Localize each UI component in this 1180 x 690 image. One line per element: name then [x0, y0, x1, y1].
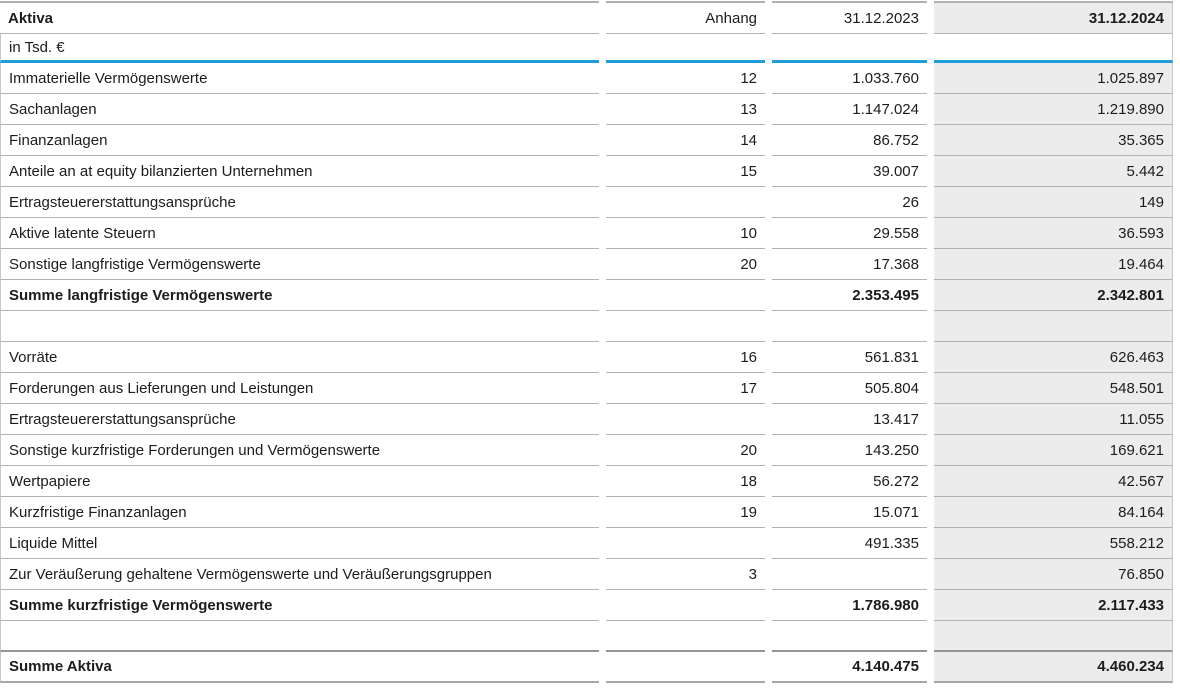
note-cell: 14 [606, 125, 765, 156]
empty-cell [606, 311, 765, 342]
note-cell: 19 [606, 497, 765, 528]
row-label: Anteile an at equity bilanzierten Untern… [0, 156, 599, 187]
curr-year-cell: 36.593 [934, 218, 1173, 249]
table-title: Aktiva [0, 1, 599, 34]
note-cell: 16 [606, 342, 765, 373]
curr-year-cell: 76.850 [934, 559, 1173, 590]
column-header-prev-year: 31.12.2023 [772, 1, 927, 34]
row-label: Immaterielle Vermögenswerte [0, 63, 599, 94]
row-label: Kurzfristige Finanzanlagen [0, 497, 599, 528]
note-cell: 12 [606, 63, 765, 94]
curr-year-cell: 626.463 [934, 342, 1173, 373]
curr-year-cell: 35.365 [934, 125, 1173, 156]
row-label: Summe kurzfristige Vermögenswerte [0, 590, 599, 621]
prev-year-cell: 29.558 [772, 218, 927, 249]
curr-year-cell: 149 [934, 187, 1173, 218]
unit-label: in Tsd. € [0, 34, 599, 63]
curr-year-cell: 42.567 [934, 466, 1173, 497]
curr-year-cell: 4.460.234 [934, 652, 1173, 683]
empty-cell [0, 311, 599, 342]
row-label: Ertragsteuererstattungsansprüche [0, 187, 599, 218]
prev-year-cell: 1.033.760 [772, 63, 927, 94]
prev-year-cell: 56.272 [772, 466, 927, 497]
note-cell [606, 187, 765, 218]
note-cell: 13 [606, 94, 765, 125]
prev-year-cell: 39.007 [772, 156, 927, 187]
prev-year-cell [772, 559, 927, 590]
curr-year-cell: 11.055 [934, 404, 1173, 435]
prev-year-cell: 491.335 [772, 528, 927, 559]
note-cell [606, 528, 765, 559]
prev-year-cell: 561.831 [772, 342, 927, 373]
empty-cell [606, 621, 765, 652]
prev-year-cell: 505.804 [772, 373, 927, 404]
empty-cell [934, 34, 1173, 63]
row-label: Summe Aktiva [0, 652, 599, 683]
row-label: Ertragsteuererstattungsansprüche [0, 404, 599, 435]
note-cell [606, 652, 765, 683]
row-label: Forderungen aus Lieferungen und Leistung… [0, 373, 599, 404]
note-cell: 3 [606, 559, 765, 590]
empty-cell [772, 311, 927, 342]
row-label: Sonstige kurzfristige Forderungen und Ve… [0, 435, 599, 466]
curr-year-cell: 84.164 [934, 497, 1173, 528]
curr-year-cell: 2.342.801 [934, 280, 1173, 311]
curr-year-cell: 169.621 [934, 435, 1173, 466]
empty-cell [934, 621, 1173, 652]
prev-year-cell: 17.368 [772, 249, 927, 280]
prev-year-cell: 15.071 [772, 497, 927, 528]
prev-year-cell: 1.786.980 [772, 590, 927, 621]
row-label: Sachanlagen [0, 94, 599, 125]
note-cell: 20 [606, 249, 765, 280]
row-label: Sonstige langfristige Vermögenswerte [0, 249, 599, 280]
row-label: Aktive latente Steuern [0, 218, 599, 249]
empty-cell [772, 34, 927, 63]
row-label: Vorräte [0, 342, 599, 373]
note-cell: 10 [606, 218, 765, 249]
row-label: Liquide Mittel [0, 528, 599, 559]
note-cell: 20 [606, 435, 765, 466]
curr-year-cell: 1.025.897 [934, 63, 1173, 94]
curr-year-cell: 1.219.890 [934, 94, 1173, 125]
curr-year-cell: 2.117.433 [934, 590, 1173, 621]
prev-year-cell: 13.417 [772, 404, 927, 435]
row-label: Finanzanlagen [0, 125, 599, 156]
prev-year-cell: 4.140.475 [772, 652, 927, 683]
curr-year-cell: 548.501 [934, 373, 1173, 404]
curr-year-cell: 19.464 [934, 249, 1173, 280]
row-label: Wertpapiere [0, 466, 599, 497]
empty-cell [606, 34, 765, 63]
empty-cell [934, 311, 1173, 342]
note-cell [606, 590, 765, 621]
prev-year-cell: 26 [772, 187, 927, 218]
column-header-note: Anhang [606, 1, 765, 34]
note-cell [606, 404, 765, 435]
empty-cell [772, 621, 927, 652]
note-cell: 15 [606, 156, 765, 187]
prev-year-cell: 2.353.495 [772, 280, 927, 311]
note-cell [606, 280, 765, 311]
prev-year-cell: 1.147.024 [772, 94, 927, 125]
curr-year-cell: 558.212 [934, 528, 1173, 559]
row-label: Summe langfristige Vermögenswerte [0, 280, 599, 311]
column-header-curr-year: 31.12.2024 [934, 1, 1173, 34]
note-cell: 17 [606, 373, 765, 404]
prev-year-cell: 143.250 [772, 435, 927, 466]
curr-year-cell: 5.442 [934, 156, 1173, 187]
empty-cell [0, 621, 599, 652]
prev-year-cell: 86.752 [772, 125, 927, 156]
row-label: Zur Veräußerung gehaltene Vermögenswerte… [0, 559, 599, 590]
note-cell: 18 [606, 466, 765, 497]
